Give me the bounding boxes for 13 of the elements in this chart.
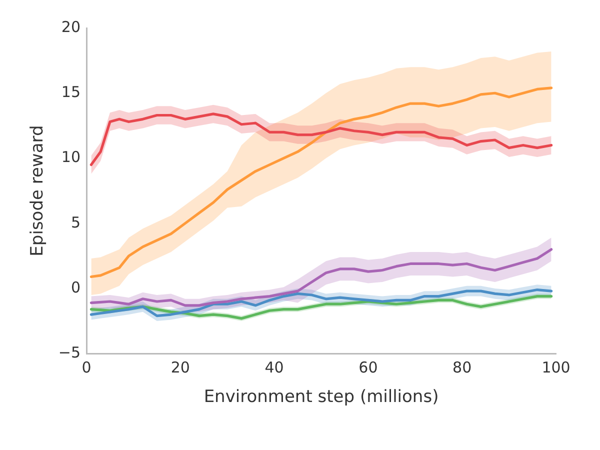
y-tick-label: −5 <box>58 343 81 362</box>
y-tick-label: 0 <box>70 278 81 296</box>
y-axis-title: Episode reward <box>28 125 48 256</box>
x-tick-label: 20 <box>170 358 190 376</box>
y-tick-label: 5 <box>70 213 81 232</box>
y-tick-label: 15 <box>61 83 81 102</box>
y-tick-label: 20 <box>61 18 81 36</box>
y-tick-label: 10 <box>61 148 81 166</box>
x-tick-label: 80 <box>452 358 472 376</box>
x-axis-title: Environment step (millions) <box>204 387 439 408</box>
x-tick-label: 100 <box>542 358 570 376</box>
x-tick-label: 40 <box>264 358 284 376</box>
x-tick-label: 60 <box>358 358 378 376</box>
